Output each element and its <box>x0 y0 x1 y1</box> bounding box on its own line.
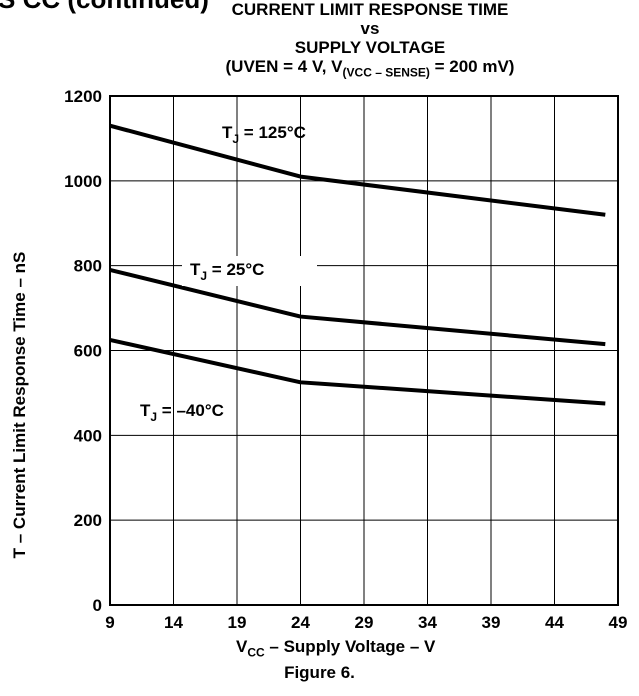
conditions-suffix: = 200 mV) <box>429 57 515 76</box>
conditions-prefix: (UVEN = 4 V, V <box>225 57 343 76</box>
x-label-subscript: CC <box>247 645 265 660</box>
x-tick-label: 24 <box>291 613 310 632</box>
y-tick-label: 600 <box>74 342 102 361</box>
y-tick-label: 1200 <box>64 87 102 106</box>
y-tick-label: 1000 <box>64 172 102 191</box>
series-label: TJ = 25°C <box>190 260 264 283</box>
conditions-subscript: (VCC – SENSE) <box>342 65 430 80</box>
y-tick-label: 400 <box>74 426 102 445</box>
x-tick-label: 14 <box>164 613 183 632</box>
series-line <box>109 123 606 217</box>
series-layer <box>109 123 606 406</box>
tick-labels: 9 14 19 24 29 34 39 44 49 0 200 400 600 800 1000 1200 <box>64 87 627 632</box>
chart-title: CURRENT LIMIT RESPONSE TIME vs SUPPLY VO… <box>150 0 590 82</box>
x-tick-label: 9 <box>105 613 114 632</box>
x-tick-label: 49 <box>609 613 628 632</box>
series-line <box>109 267 606 347</box>
series-label: TJ = 125°C <box>222 123 306 146</box>
grid <box>109 95 619 606</box>
x-label-suffix: – Supply Voltage – V <box>264 637 436 656</box>
page-section-header-fragment: S CC (continued) <box>0 0 209 15</box>
y-tick-label: 200 <box>74 511 102 530</box>
figure-caption: Figure 6. <box>284 663 355 682</box>
chart-title-line-1: CURRENT LIMIT RESPONSE TIME <box>231 0 509 19</box>
series-label-background <box>182 256 317 286</box>
x-tick-label: 39 <box>482 613 501 632</box>
plot-frame <box>109 95 619 606</box>
x-tick-label: 19 <box>228 613 247 632</box>
x-tick-label: 34 <box>418 613 437 632</box>
series-label: TJ = –40°C <box>140 401 224 424</box>
series-line <box>109 337 606 406</box>
chart-title-line-2: vs <box>360 19 380 38</box>
y-tick-label: 800 <box>74 257 102 276</box>
x-label-prefix: V <box>236 637 248 656</box>
x-axis-label: VCC – Supply Voltage – V <box>236 637 435 659</box>
y-tick-label: 0 <box>93 596 102 615</box>
chart-title-line-3: SUPPLY VOLTAGE <box>294 38 446 57</box>
chart-conditions: (UVEN = 4 V, V(VCC – SENSE) = 200 mV) <box>150 57 590 82</box>
series-labels: TJ = 125°C TJ = 25°C TJ = –40°C <box>140 123 317 424</box>
x-tick-label: 44 <box>545 613 564 632</box>
x-tick-label: 29 <box>355 613 374 632</box>
